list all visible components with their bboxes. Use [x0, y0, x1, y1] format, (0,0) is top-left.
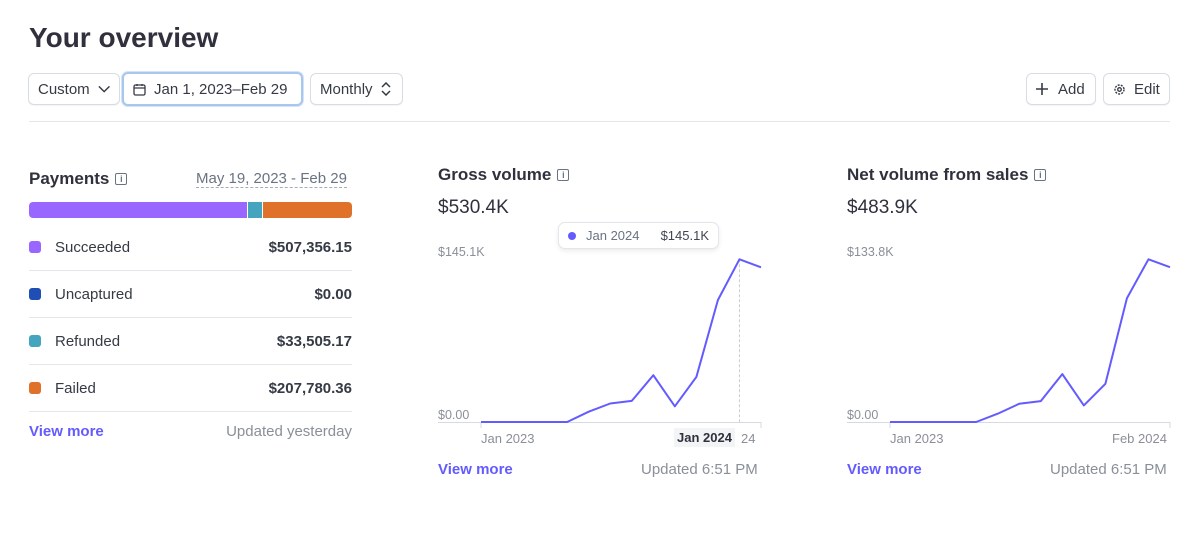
- status-label: Uncaptured: [55, 285, 133, 303]
- payments-breakdown-bar: [29, 202, 352, 218]
- tooltip-label: Jan 2024: [586, 228, 640, 243]
- chart-total: $483.9K: [847, 197, 918, 218]
- chart-title-text: Gross volume: [438, 165, 552, 184]
- tooltip-dot: [568, 231, 576, 240]
- x-tick-label: Jan 2023: [481, 431, 535, 446]
- info-icon[interactable]: i: [1034, 169, 1047, 181]
- edit-label: Edit: [1134, 80, 1160, 98]
- y-tick-label: $0.00: [438, 408, 470, 422]
- date-range-picker[interactable]: Jan 1, 2023–Feb 29: [122, 72, 303, 106]
- plus-icon: [1036, 83, 1048, 95]
- chart-title: Gross volume i: [438, 165, 570, 185]
- chart-updated: Updated 6:51 PM: [641, 461, 758, 478]
- payments-title: Payments i: [29, 169, 128, 189]
- chart-title-text: Net volume from sales: [847, 165, 1029, 184]
- status-label: Succeeded: [55, 238, 131, 256]
- chevron-down-icon: [98, 85, 110, 93]
- x-tick-label-active: Jan 2024: [674, 428, 735, 447]
- calendar-icon: [133, 83, 146, 96]
- bar-segment-succeeded: [29, 202, 247, 218]
- bar-segment-refunded: [247, 202, 262, 218]
- chart-title: Net volume from sales i: [847, 165, 1047, 185]
- payment-status-row[interactable]: Failed $207,780.36: [29, 365, 352, 412]
- x-tick-label: 24: [741, 431, 756, 446]
- status-value: $207,780.36: [268, 379, 352, 397]
- interval-label: Monthly: [320, 80, 373, 98]
- add-button[interactable]: Add: [1026, 73, 1096, 105]
- chevron-up-down-icon: [381, 82, 391, 96]
- payments-view-more-link[interactable]: View more: [29, 423, 104, 440]
- y-tick-label: $133.8K: [847, 245, 894, 259]
- status-value: $0.00: [314, 285, 352, 303]
- bar-segment-failed: [262, 202, 352, 218]
- line-chart[interactable]: [438, 240, 768, 440]
- line-chart[interactable]: [847, 240, 1177, 440]
- legend-swatch: [29, 241, 41, 253]
- gear-icon: [1114, 83, 1125, 95]
- range-preset-select[interactable]: Custom: [28, 73, 120, 105]
- y-tick-label: $145.1K: [438, 245, 485, 259]
- status-value: $507,356.15: [268, 238, 352, 256]
- chart-total: $530.4K: [438, 197, 509, 218]
- range-preset-label: Custom: [38, 80, 90, 98]
- payments-date-range[interactable]: May 19, 2023 - Feb 29: [196, 170, 347, 188]
- series-line: [481, 258, 762, 423]
- chart-view-more-link[interactable]: View more: [847, 461, 922, 478]
- chart-view-more-link[interactable]: View more: [438, 461, 513, 478]
- legend-swatch: [29, 288, 41, 300]
- payment-status-row[interactable]: Uncaptured $0.00: [29, 271, 352, 318]
- series-line: [890, 258, 1171, 423]
- info-icon[interactable]: i: [115, 173, 128, 185]
- edit-button[interactable]: Edit: [1103, 73, 1170, 105]
- x-tick-label: Feb 2024: [1112, 431, 1167, 446]
- payment-status-row[interactable]: Refunded $33,505.17: [29, 318, 352, 365]
- tooltip-value: $145.1K: [660, 228, 709, 243]
- status-label: Failed: [55, 379, 96, 397]
- date-range-label: Jan 1, 2023–Feb 29: [154, 80, 288, 98]
- x-tick-label: Jan 2023: [890, 431, 944, 446]
- info-icon[interactable]: i: [557, 169, 570, 181]
- chart-tooltip: Jan 2024 $145.1K: [558, 222, 719, 249]
- interval-select[interactable]: Monthly: [310, 73, 403, 105]
- legend-swatch: [29, 335, 41, 347]
- add-label: Add: [1058, 80, 1085, 98]
- status-value: $33,505.17: [276, 332, 352, 350]
- y-tick-label: $0.00: [847, 408, 879, 422]
- payments-title-text: Payments: [29, 169, 110, 188]
- chart-updated: Updated 6:51 PM: [1050, 461, 1167, 478]
- divider: [29, 121, 1170, 122]
- status-label: Refunded: [55, 332, 121, 350]
- payments-updated: Updated yesterday: [226, 423, 352, 440]
- payment-status-row[interactable]: Succeeded $507,356.15: [29, 224, 352, 271]
- page-title: Your overview: [29, 22, 219, 53]
- legend-swatch: [29, 382, 41, 394]
